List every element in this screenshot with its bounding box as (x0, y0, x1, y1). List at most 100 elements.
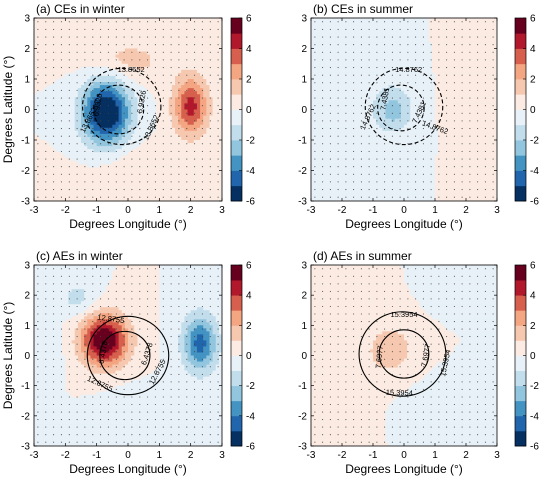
x-tick-label: -3 (30, 450, 39, 461)
colorbar-tick-label: 2 (530, 321, 536, 332)
x-tick-label: -2 (338, 450, 347, 461)
colorbar: 6 4 2 0 -2 -4 -6 (230, 261, 255, 453)
y-tick-label: 2 (301, 291, 307, 302)
y-tick-label: -2 (298, 166, 307, 177)
colorbar-segment (231, 170, 242, 187)
colorbar-segment (231, 400, 242, 417)
x-tick-label: -3 (307, 450, 316, 461)
x-tick-label: -1 (369, 205, 378, 216)
colorbar-segment (231, 79, 242, 95)
colorbar-tick-label: 2 (246, 321, 252, 332)
colorbar-segment (515, 79, 526, 95)
colorbar-tick-label: 6 (530, 14, 536, 25)
colorbar-segment (231, 355, 242, 371)
colorbar-segment (515, 94, 526, 110)
colorbar-segment (231, 280, 242, 296)
colorbar-segment (515, 370, 526, 387)
y-tick-label: 2 (24, 291, 30, 302)
colorbar-tick-label: -6 (246, 197, 255, 208)
colorbar-segment (231, 140, 242, 156)
colorbar-segment (515, 124, 526, 141)
contour-ring (86, 315, 170, 396)
colorbar-tick-label: -4 (246, 166, 255, 177)
y-tick-label: -3 (21, 197, 30, 208)
x-axis-label: Degrees Longitude (°) (69, 217, 187, 231)
colorbar-tick-label: -2 (530, 136, 539, 147)
colorbar-tick-label: 4 (530, 44, 536, 55)
colorbar-segment (231, 265, 242, 281)
colorbar-segment (231, 109, 242, 126)
colorbar-segment (515, 185, 526, 202)
y-tick-label: 1 (301, 75, 307, 86)
panel-title: (a) CEs in winter (36, 2, 125, 16)
contour-ring (378, 329, 430, 379)
x-tick-label: 1 (157, 205, 163, 216)
y-tick-label: 2 (24, 44, 30, 55)
y-tick-label: 0 (301, 105, 307, 116)
colorbar-segment (515, 33, 526, 49)
colorbar: 6 4 2 0 -2 -4 -6 (514, 261, 539, 453)
y-tick-label: 3 (301, 14, 307, 25)
contour-label: 6.9326 (135, 90, 148, 114)
contour-label: 13.8652 (118, 65, 145, 74)
colorbar-tick-label: 6 (246, 14, 252, 25)
x-tick-label: -1 (92, 450, 101, 461)
x-tick-label: 2 (188, 205, 194, 216)
colorbar-segment (515, 48, 526, 65)
significance-dots (314, 21, 494, 198)
x-tick-label: 3 (219, 450, 225, 461)
colorbar-segment (231, 325, 242, 341)
contour-ring (364, 67, 444, 146)
x-tick-label: 0 (125, 205, 131, 216)
colorbar-tick-label: 0 (530, 351, 536, 362)
colorbar-segment (231, 295, 242, 311)
y-tick-label: 0 (24, 351, 30, 362)
contour-label: 7.6977 (419, 343, 432, 367)
x-tick-label: -2 (61, 205, 70, 216)
colorbar-segment (515, 325, 526, 341)
y-tick-label: -1 (298, 381, 307, 392)
colorbar-tick-label: -6 (246, 442, 255, 453)
y-tick-label: 3 (24, 14, 30, 25)
y-axis-label: Degrees Latitude (°) (1, 302, 15, 410)
y-tick-label: -2 (21, 411, 30, 422)
contour-label: 14.8762 (395, 65, 422, 74)
panel-title: (c) AEs in winter (36, 249, 123, 263)
contour-label: 7.6977 (374, 345, 385, 369)
colorbar-tick-label: 2 (530, 75, 536, 86)
colorbar-segment (231, 48, 242, 65)
y-tick-label: -3 (298, 442, 307, 453)
colorbar-tick-label: 4 (246, 44, 252, 55)
x-tick-label: 0 (401, 450, 407, 461)
colorbar-segment (515, 109, 526, 126)
colorbar-tick-label: -4 (530, 411, 539, 422)
colorbar-tick-label: -6 (530, 197, 539, 208)
panel-title: (b) CEs in summer (313, 2, 413, 16)
x-tick-label: 2 (188, 450, 194, 461)
y-tick-label: -2 (21, 166, 30, 177)
y-tick-label: -1 (21, 381, 30, 392)
y-tick-label: -1 (298, 136, 307, 147)
contour-ring (358, 311, 447, 397)
x-axis-label: Degrees Longitude (°) (345, 217, 463, 231)
x-tick-label: 3 (219, 205, 225, 216)
filled-contour-field (34, 18, 222, 201)
colorbar-tick-label: 6 (246, 261, 252, 272)
contour-label: 15.3954 (386, 388, 413, 398)
contour-label: 12.8755 (97, 312, 125, 325)
colorbar-segment (231, 94, 242, 110)
x-tick-label: 1 (432, 205, 438, 216)
y-tick-label: -3 (298, 197, 307, 208)
x-axis-label: Degrees Longitude (°) (345, 462, 463, 476)
y-tick-label: -3 (21, 442, 30, 453)
colorbar-segment (515, 265, 526, 281)
colorbar: 6 4 2 0 -2 -4 -6 (230, 14, 255, 208)
colorbar-tick-label: 6 (530, 261, 536, 272)
colorbar-segment (231, 310, 242, 326)
y-tick-label: -1 (21, 136, 30, 147)
colorbar-segment (515, 295, 526, 311)
